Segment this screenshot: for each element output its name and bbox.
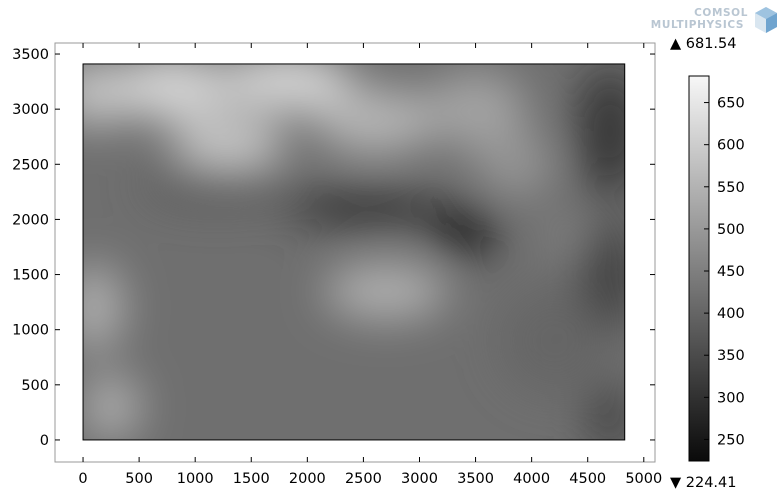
cube-icon [755,7,777,33]
y-axis: 0 500 1000 1500 2000 2500 3000 3500 [12,47,655,449]
colorbar-tick-label: 400 [717,306,745,322]
heatmap-feature-1 [116,63,229,121]
x-tick-label: 3000 [401,471,438,487]
x-tick-label: 4500 [569,471,606,487]
colorbar-tick-label: 600 [717,138,745,154]
y-tick-label: 1000 [12,323,49,339]
colorbar-tick-label: 500 [717,222,745,238]
logo-line1: COMSOL [694,7,748,19]
x-tick-label: 0 [78,471,87,487]
heatmap-feature-11 [497,285,611,396]
heatmap-feature-9 [324,263,448,319]
heatmap-surface [82,63,626,441]
heatmap-feature-4 [312,87,437,154]
x-tick-label: 2500 [345,471,382,487]
heatmap-features [83,63,625,440]
y-tick-label: 2500 [12,157,49,173]
x-tick-label: 1000 [177,471,214,487]
heatmap-feature-6 [475,131,555,198]
colorbar-ticks: 250 300 350 400 450 500 550 600 650 [704,96,745,448]
colorbar-tick-label: 450 [717,264,745,280]
colorbar-tick-label: 300 [717,390,745,406]
colorbar-gradient [688,75,710,462]
x-tick-label: 5000 [625,471,662,487]
heatmap-feature-14 [430,202,498,259]
heatmap-feature-17 [587,384,625,440]
logo-line2: MULTIPHYSICS [651,19,744,31]
colorbar-tick-label: 250 [717,432,745,448]
heatmap-feature-5 [425,70,527,148]
heatmap-feature-3 [172,114,285,170]
colorbar-tick-label: 550 [717,180,745,196]
heatmap-field [83,63,625,440]
heatmap-feature-12 [139,166,297,207]
colorbar-max-label: ▲ 681.54 [670,36,737,52]
colorbar-min-label: ▼ 224.41 [670,475,737,491]
heatmap-feature-7 [83,263,123,352]
colorbar-tick-label: 350 [717,348,745,364]
x-tick-label: 500 [125,471,153,487]
heatmap-feature-2 [217,63,353,110]
heatmap-feature-16 [582,219,625,330]
y-tick-label: 3000 [12,102,49,118]
y-tick-label: 1500 [12,268,49,284]
heatmap-feature-15 [576,65,625,198]
heatmap-feature-10 [542,219,588,253]
heatmap-feature-8 [83,373,140,440]
y-tick-label: 500 [21,378,49,394]
plot-frame [54,42,656,463]
x-tick-label: 1500 [233,471,270,487]
heatmap-feature-13 [284,188,442,229]
x-tick-label: 4000 [513,471,550,487]
colorbar: 250 300 350 400 450 500 550 600 650 ▲ 681.54 ▼ 2… [670,36,745,491]
y-tick-label: 3500 [12,47,49,63]
x-tick-label: 3500 [457,471,494,487]
y-tick-label: 2000 [12,212,49,228]
domain-border [82,63,626,441]
x-axis: 0 500 1000 1500 2000 2500 3000 3500 4000 4500 5000 [78,43,662,487]
colorbar-tick-label: 650 [717,96,745,112]
x-tick-label: 2000 [289,471,326,487]
comsol-logo: COMSOL MULTIPHYSICS [651,7,777,33]
y-tick-label: 0 [40,433,49,449]
